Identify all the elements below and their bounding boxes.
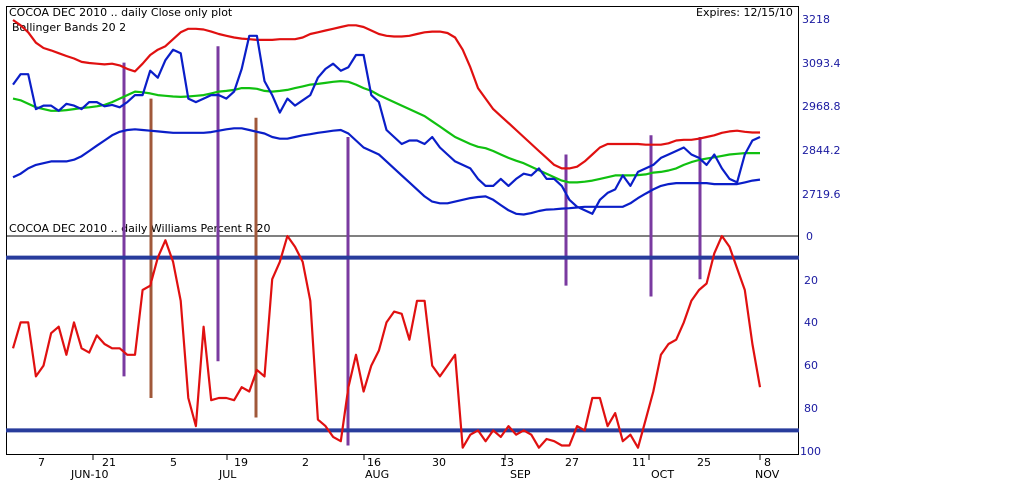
x-month-label: OCT [651, 468, 674, 481]
wpr-ytick: 100 [800, 445, 821, 458]
x-day-label: 30 [432, 456, 446, 469]
wpr-ytick: 0 [806, 230, 813, 243]
x-day-label: 19 [234, 456, 248, 469]
x-month-label: AUG [365, 468, 389, 481]
bollinger-label: Bollinger Bands 20 2 [12, 21, 126, 34]
price-series-close [12, 34, 761, 215]
wpr-ytick: 60 [804, 359, 818, 372]
x-day-label: 25 [697, 456, 711, 469]
wpr-ytick: 40 [804, 316, 818, 329]
price-series-lower [12, 127, 761, 216]
x-day-label: 16 [367, 456, 381, 469]
wpr-ytick: 20 [804, 274, 818, 287]
x-axis-ticks [92, 455, 761, 460]
williams-r-line [11, 234, 762, 449]
x-month-label: JUL [218, 468, 237, 481]
threshold-layer [6, 255, 799, 433]
price-ytick: 2844.2 [802, 144, 841, 157]
x-month-label: NOV [755, 468, 780, 481]
price-ytick: 3218 [802, 13, 830, 26]
chart-frame [6, 6, 799, 455]
price-ytick: 3093.4 [802, 57, 841, 70]
x-day-label: 27 [565, 456, 579, 469]
x-day-label: 5 [170, 456, 177, 469]
price-ytick: 2968.8 [802, 100, 841, 113]
expires-note: Expires: 12/15/10 [696, 6, 793, 19]
x-day-label: 7 [38, 456, 45, 469]
x-day-label: 13 [500, 456, 514, 469]
price-series-upper [12, 19, 760, 170]
price-panel-title: COCOA DEC 2010 .. daily Close only plot [9, 6, 233, 19]
signal-layer [122, 46, 702, 446]
wpr-ytick: 80 [804, 402, 818, 415]
x-day-label: 8 [764, 456, 771, 469]
x-day-label: 21 [102, 456, 116, 469]
x-month-label: SEP [510, 468, 531, 481]
price-ytick: 2719.6 [802, 188, 841, 201]
x-month-label: JUN-10 [70, 468, 109, 481]
williams-panel-title: COCOA DEC 2010 .. daily Williams Percent… [9, 222, 271, 235]
series-layer [11, 19, 762, 449]
x-day-label: 2 [302, 456, 309, 469]
x-day-label: 11 [632, 456, 646, 469]
